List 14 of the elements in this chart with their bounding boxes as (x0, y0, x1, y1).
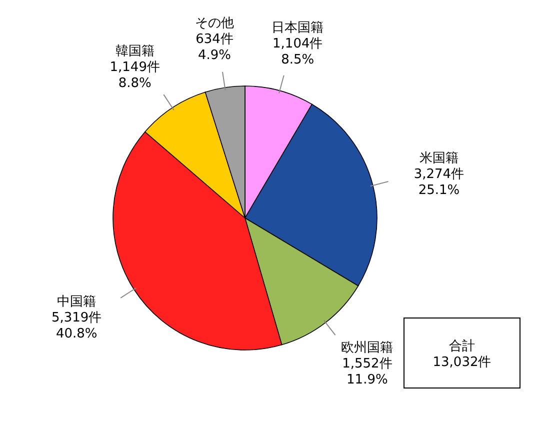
text: 合計 (449, 339, 475, 354)
data-label: 5,319件 40.8% (51, 310, 102, 342)
slice-label: 日本国籍 (272, 20, 324, 36)
data-label: 1,149件 8.8% (110, 60, 160, 91)
slice-label: その他 (195, 16, 234, 31)
data-label: 1,104件 8.5% (272, 36, 323, 68)
slice-label: 米国籍 (419, 151, 458, 166)
slice-label: 中国籍 (57, 294, 96, 310)
data-label: 3,274件 25.1% (414, 167, 464, 198)
data-label: 634件 4.9% (196, 32, 234, 63)
data-label: 1,552件 11.9% (342, 356, 392, 388)
text: 13,032件 (432, 355, 492, 370)
slice-label: 欧州国籍 (341, 340, 394, 356)
slice-label: 韓国籍 (115, 44, 154, 59)
